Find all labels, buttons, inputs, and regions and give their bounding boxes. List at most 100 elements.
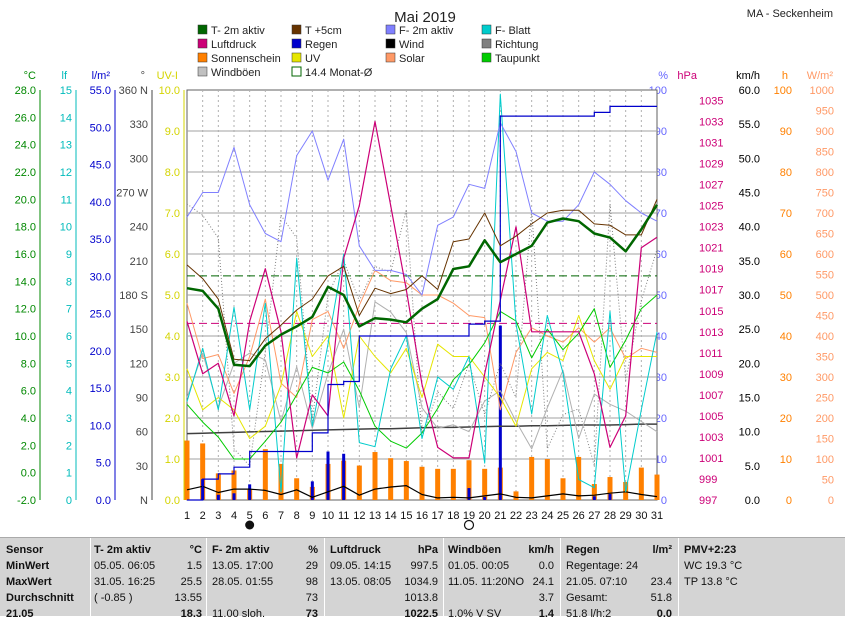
- axis-tick-0: 16.0: [15, 249, 36, 261]
- sunshine-bar: [607, 477, 613, 500]
- axis-tick-3: 330: [130, 119, 148, 131]
- axis-tick-5: 60: [655, 249, 667, 261]
- sunshine-bar: [544, 459, 550, 500]
- legend-label-t5: T +5cm: [305, 25, 342, 37]
- x-tick-label: 19: [463, 510, 475, 522]
- axis-tick-7: 40.0: [739, 222, 760, 234]
- rain-bar: [498, 325, 502, 500]
- sunshine-bar: [591, 484, 597, 500]
- station-name: MA - Seckenheim: [747, 8, 833, 20]
- axis-tick-6: 999: [699, 474, 717, 486]
- wind-line: [186, 485, 658, 499]
- rain-bar: [310, 481, 314, 500]
- stats-table: Sensor MinWert MaxWert Durchschnitt 21.0…: [0, 537, 845, 620]
- axis-tick-1: 2: [66, 440, 72, 452]
- x-tick-label: 7: [278, 510, 284, 522]
- humidity-min-value: 29: [305, 560, 318, 572]
- x-tick-label: 17: [432, 510, 444, 522]
- axis-tick-9: 500: [816, 290, 834, 302]
- axis-tick-2: 55.0: [90, 85, 111, 97]
- x-tick-label: 18: [447, 510, 459, 522]
- axis-tick-3: 300: [130, 153, 148, 165]
- gust-max-value: 24.1: [532, 576, 554, 588]
- axis-tick-5: 90: [655, 126, 667, 138]
- axis-tick-4: 3.0: [165, 372, 180, 384]
- axis-tick-2: 5.0: [96, 458, 111, 470]
- gust-header: Windböen: [448, 544, 502, 556]
- axis-tick-9: 900: [816, 126, 834, 138]
- x-tick-label: 8: [294, 510, 300, 522]
- sunshine-bar: [419, 466, 425, 500]
- sunshine-bar: [466, 460, 472, 500]
- axis-unit-4: UV-I: [157, 70, 178, 82]
- axis-tick-3: 90: [136, 393, 148, 405]
- uv-line: [186, 310, 657, 439]
- axis-tick-8: 100: [774, 85, 792, 97]
- x-tick-label: 4: [231, 510, 237, 522]
- axis-unit-3: °: [141, 70, 145, 82]
- axis-tick-6: 1009: [699, 369, 723, 381]
- x-tick-label: 21: [494, 510, 506, 522]
- gust-extra-value: 1.4: [538, 608, 554, 620]
- axis-tick-8: 20: [780, 413, 792, 425]
- axis-tick-7: 50.0: [739, 153, 760, 165]
- x-tick-label: 1: [184, 510, 190, 522]
- axis-tick-5: 10: [655, 454, 667, 466]
- table-separator: [206, 538, 207, 616]
- sunshine-line: [186, 423, 657, 435]
- sunshine-bar: [372, 452, 378, 500]
- x-tick-label: 14: [385, 510, 397, 522]
- axis-tick-5: 50: [655, 290, 667, 302]
- axis-tick-9: 850: [816, 147, 834, 159]
- x-tick-label: 26: [573, 510, 585, 522]
- legend-label-uv: UV: [305, 53, 321, 65]
- axis-tick-6: 1001: [699, 453, 723, 465]
- legend-label-solar: Solar: [399, 53, 425, 65]
- legend-swatch-taupunkt: [481, 52, 492, 63]
- axis-tick-6: 1031: [699, 138, 723, 150]
- axis-tick-1: 4: [66, 386, 72, 398]
- axis-tick-7: 25.0: [739, 324, 760, 336]
- sunshine-bar: [403, 461, 409, 500]
- rain-extra-note: 51.8 l/h:2: [566, 608, 612, 620]
- axis-tick-2: 30.0: [90, 271, 111, 283]
- x-tick-label: 31: [651, 510, 663, 522]
- axis-tick-9: 350: [816, 352, 834, 364]
- legend-label-richtung: Richtung: [495, 39, 538, 51]
- legend-swatch-solar: [385, 52, 396, 63]
- rain-bar: [342, 453, 346, 500]
- axis-unit-0: °C: [24, 70, 36, 82]
- axis-unit-5: %: [658, 70, 668, 82]
- axis-tick-7: 35.0: [739, 256, 760, 268]
- legend-label-druck: Luftdruck: [211, 39, 257, 51]
- axis-tick-0: 6.0: [21, 386, 36, 398]
- axis-tick-2: 45.0: [90, 160, 111, 172]
- direction-line: [186, 203, 658, 467]
- axis-unit-7: km/h: [736, 70, 760, 82]
- min-label: MinWert: [6, 560, 50, 572]
- avg-label: Durchschnitt: [6, 592, 74, 604]
- temp-unit: °C: [189, 544, 202, 556]
- axis-tick-8: 30: [780, 372, 792, 384]
- axis-tick-4: 9.0: [165, 126, 180, 138]
- legend-label-regen: Regen: [305, 39, 337, 51]
- axis-tick-0: 20.0: [15, 194, 36, 206]
- table-separator: [678, 538, 679, 616]
- humidity-max-time: 28.05. 01:55: [212, 576, 274, 588]
- gust-avg-value: 3.7: [538, 592, 554, 604]
- axes-group: °C-2.00.02.04.06.08.010.012.014.016.018.…: [15, 70, 834, 507]
- axis-tick-3: 60: [136, 427, 148, 439]
- axis-unit-9: W/m²: [807, 70, 834, 82]
- axis-tick-9: 0: [828, 495, 834, 507]
- axis-tick-7: 30.0: [739, 290, 760, 302]
- gust-unit: km/h: [528, 544, 554, 556]
- temperature-line: [186, 204, 659, 368]
- full-moon-icon: [463, 519, 475, 531]
- legend-label-t2m: T- 2m aktiv: [211, 25, 265, 37]
- legend-swatch-monat: [291, 66, 302, 77]
- axis-tick-9: 50: [822, 475, 834, 487]
- table-separator: [443, 538, 444, 616]
- axis-tick-9: 700: [816, 208, 834, 220]
- axis-tick-4: 4.0: [165, 331, 180, 343]
- axis-tick-1: 1: [66, 468, 72, 480]
